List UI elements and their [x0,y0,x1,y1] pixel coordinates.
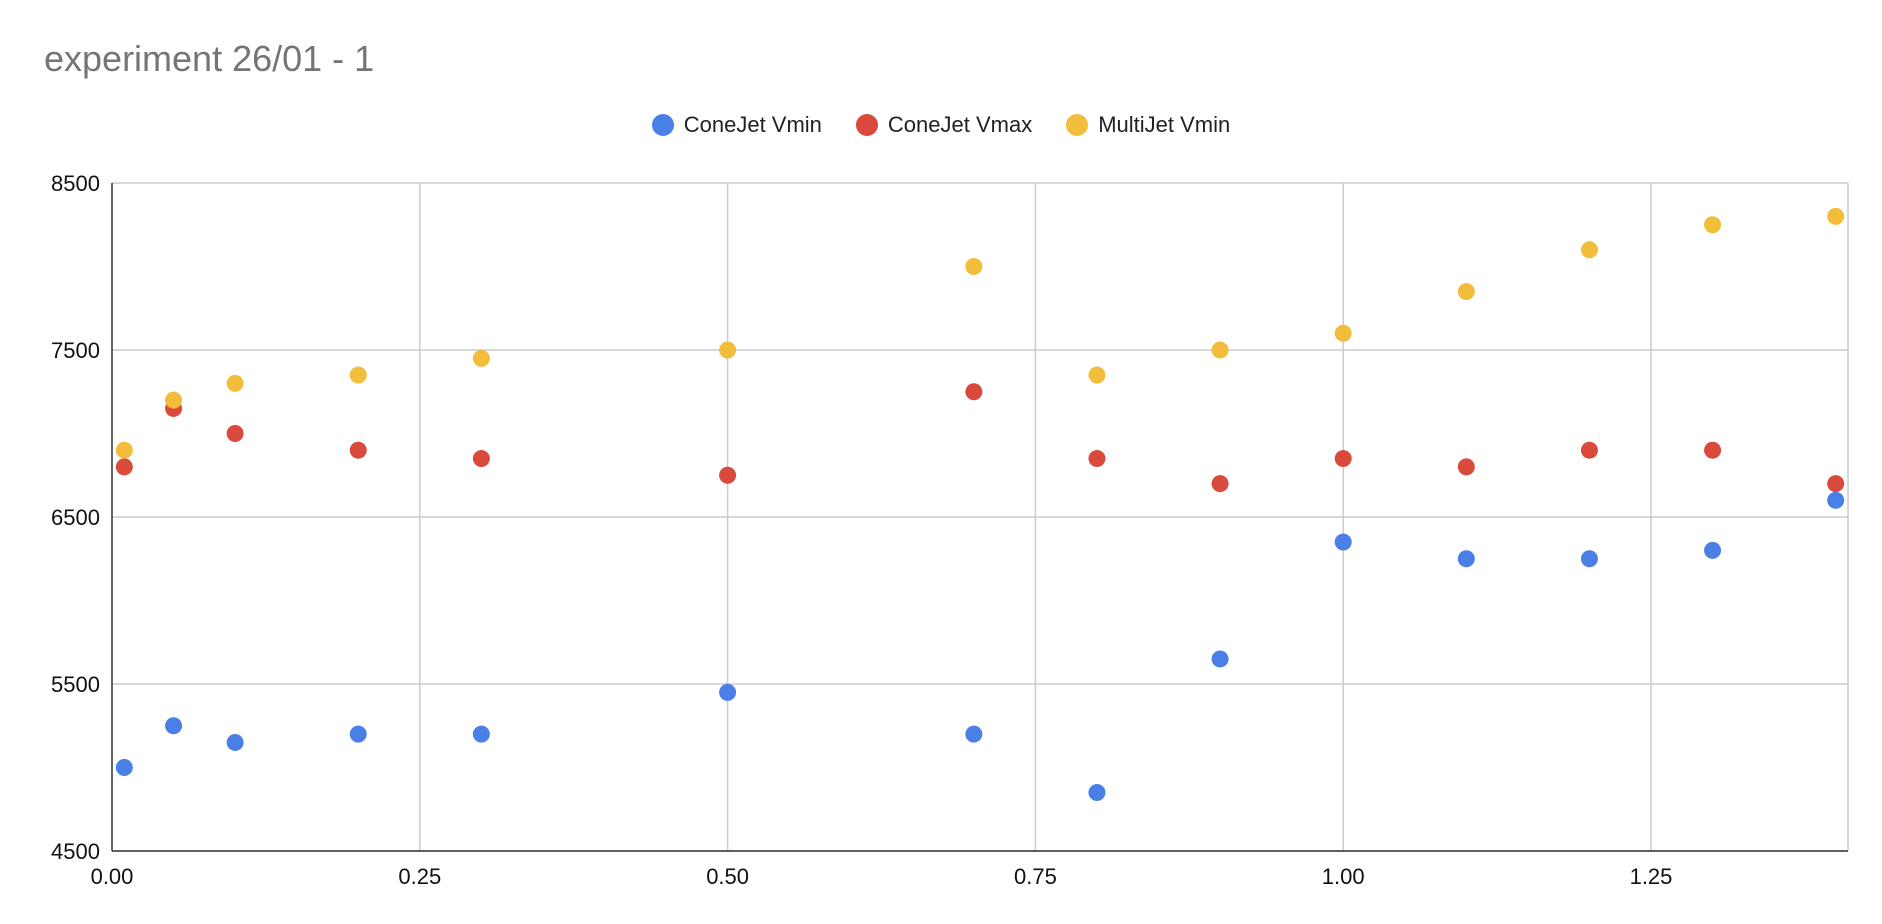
point-conejet-vmin[interactable] [165,717,183,735]
y-tick-label: 4500 [51,839,100,864]
data-points [115,207,1845,802]
x-tick-label: 1.25 [1630,864,1673,889]
point-multijet-vmin[interactable] [349,366,367,384]
point-conejet-vmin[interactable] [1088,784,1106,802]
point-conejet-vmax[interactable] [965,383,983,401]
point-multijet-vmin[interactable] [472,349,490,367]
point-conejet-vmin[interactable] [472,725,490,743]
point-conejet-vmax[interactable] [1334,450,1352,468]
legend: ConeJet Vmin ConeJet Vmax MultiJet Vmin [0,112,1882,138]
legend-marker-conejet-vmax [855,114,878,136]
point-conejet-vmin[interactable] [965,725,983,743]
legend-label-conejet-vmax: ConeJet Vmax [887,112,1033,137]
point-multijet-vmin[interactable] [1457,283,1475,301]
point-conejet-vmax[interactable] [349,441,367,459]
point-conejet-vmax[interactable] [226,425,244,442]
legend-marker-multijet-vmin [1066,114,1089,136]
point-conejet-vmax[interactable] [1704,441,1722,459]
point-conejet-vmax[interactable] [1580,441,1598,459]
point-multijet-vmin[interactable] [965,258,983,275]
y-tick-label: 6500 [51,505,100,530]
point-conejet-vmax[interactable] [1211,475,1229,493]
tick-labels: 4500 5500 6500 7500 8500 0.00 0.25 0.50 0.75 1.00… [51,171,1672,889]
legend-item-conejet-vmax[interactable]: ConeJet Vmax [855,112,1033,138]
point-conejet-vmin[interactable] [1334,533,1352,551]
point-conejet-vmin[interactable] [719,683,737,701]
point-conejet-vmin[interactable] [1457,550,1475,568]
point-conejet-vmin[interactable] [349,725,367,743]
point-multijet-vmin[interactable] [226,374,244,392]
point-conejet-vmax[interactable] [719,466,737,484]
x-tick-label: 0.25 [398,864,441,889]
point-conejet-vmin[interactable] [1827,491,1845,509]
y-tick-label: 5500 [51,672,100,697]
x-tick-label: 0.50 [706,864,749,889]
point-conejet-vmin[interactable] [1211,650,1229,668]
x-tick-label: 1.00 [1322,864,1365,889]
point-conejet-vmin[interactable] [226,733,244,751]
point-multijet-vmin[interactable] [1211,341,1229,359]
point-multijet-vmin[interactable] [165,391,183,409]
point-conejet-vmin[interactable] [115,759,133,776]
legend-label-conejet-vmin: ConeJet Vmin [683,112,822,137]
point-conejet-vmax[interactable] [1088,450,1106,468]
point-conejet-vmax[interactable] [472,450,490,468]
point-conejet-vmin[interactable] [1580,550,1598,568]
x-tick-label: 0.00 [91,864,134,889]
legend-item-conejet-vmin[interactable]: ConeJet Vmin [651,112,822,138]
point-multijet-vmin[interactable] [115,441,133,459]
point-multijet-vmin[interactable] [1580,241,1598,259]
point-multijet-vmin[interactable] [1334,324,1352,342]
point-multijet-vmin[interactable] [1827,207,1845,225]
legend-marker-conejet-vmin [651,114,674,136]
legend-item-multijet-vmin[interactable]: MultiJet Vmin [1066,112,1230,138]
point-conejet-vmin[interactable] [1704,541,1722,559]
point-multijet-vmin[interactable] [719,341,737,359]
point-multijet-vmin[interactable] [1704,216,1722,234]
axes [111,183,1848,852]
chart-title: experiment 26/01 - 1 [44,38,375,79]
point-conejet-vmax[interactable] [1827,475,1845,493]
x-tick-label: 0.75 [1014,864,1057,889]
y-tick-label: 7500 [51,338,100,363]
point-multijet-vmin[interactable] [1088,366,1106,384]
y-tick-label: 8500 [51,171,100,196]
legend-label-multijet-vmin: MultiJet Vmin [1098,112,1231,137]
point-conejet-vmax[interactable] [1457,458,1475,476]
point-conejet-vmax[interactable] [115,458,133,476]
grid-lines [112,182,1849,852]
